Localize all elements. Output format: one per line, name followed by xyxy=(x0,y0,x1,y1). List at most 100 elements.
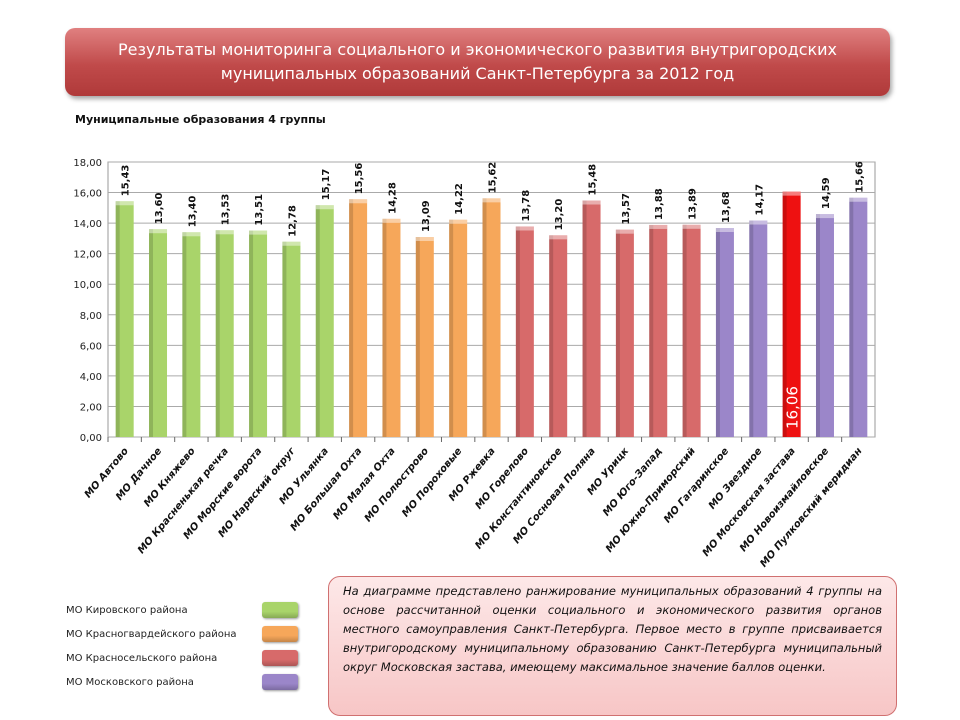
bar-cap xyxy=(415,237,434,242)
y-tick-label: 6,00 xyxy=(80,341,102,352)
bar-cap xyxy=(382,218,401,223)
y-tick-label: 18,00 xyxy=(73,158,102,169)
bar-shade xyxy=(749,220,754,437)
y-tick-label: 8,00 xyxy=(80,311,102,322)
bar xyxy=(415,237,434,437)
x-category-label: МО Полюстрово xyxy=(363,446,431,525)
bar-shade xyxy=(315,205,320,437)
bar xyxy=(582,200,601,437)
data-label: 15,56 xyxy=(354,163,365,195)
x-category-label: МО Малая Охта xyxy=(331,446,398,522)
y-tick-label: 2,00 xyxy=(80,402,102,413)
bar xyxy=(549,235,568,437)
bar-shade xyxy=(849,197,854,437)
note-box: На диаграмме представлено ранжирование м… xyxy=(328,576,897,716)
bar-shade xyxy=(782,191,787,437)
legend-label: МО Московского района xyxy=(66,676,194,688)
bar xyxy=(115,201,134,437)
bar xyxy=(515,226,534,437)
legend-label: МО Красносельского района xyxy=(66,652,218,664)
y-tick-label: 0,00 xyxy=(80,433,102,444)
bar xyxy=(382,218,401,437)
legend-swatch xyxy=(262,674,298,690)
bar-shade xyxy=(482,198,487,437)
data-label: 13,40 xyxy=(187,196,198,228)
bar-cap xyxy=(315,205,334,210)
bar-shade xyxy=(149,229,154,437)
bar-cap xyxy=(782,191,801,196)
bar-shade xyxy=(715,228,720,437)
bar-chart: 0,00 2,00 4,00 6,00 8,00 10,00 12,00 14,00 16,00… xyxy=(73,158,876,570)
bar-cap xyxy=(649,224,668,229)
data-label: 16,06 xyxy=(784,386,802,429)
bar-cap xyxy=(115,201,134,206)
bar-cap xyxy=(515,226,534,231)
legend: МО Кировского района МО Красногвардейског… xyxy=(66,598,298,694)
bar-shade xyxy=(615,229,620,437)
legend-item: МО Красносельского района xyxy=(66,646,298,670)
bar xyxy=(215,230,234,437)
y-tick-label: 12,00 xyxy=(73,250,102,261)
y-tick-label: 14,00 xyxy=(73,219,102,230)
bar-cap xyxy=(149,229,168,234)
data-label: 13,60 xyxy=(154,193,165,225)
bar-cap xyxy=(182,232,201,237)
bar-shade xyxy=(215,230,220,437)
bar xyxy=(182,232,201,437)
data-label: 13,20 xyxy=(554,199,565,231)
bar-cap xyxy=(482,198,501,203)
bar-cap xyxy=(682,224,701,229)
bar-cap xyxy=(549,235,568,240)
bar xyxy=(782,191,801,437)
bar-cap xyxy=(815,214,834,219)
bar xyxy=(615,229,634,437)
chart-subtitle: Муниципальные образования 4 группы xyxy=(75,113,326,126)
data-label: 13,09 xyxy=(421,200,432,232)
bar-shade xyxy=(515,226,520,437)
data-label: 14,59 xyxy=(821,177,832,209)
bar-shade xyxy=(415,237,420,437)
bar xyxy=(682,224,701,437)
y-tick-label: 10,00 xyxy=(73,280,102,291)
bar xyxy=(482,198,501,437)
data-label: 13,57 xyxy=(621,193,632,225)
bar xyxy=(849,197,868,437)
bar-shade xyxy=(249,230,254,437)
bar-shade xyxy=(282,241,287,437)
data-label: 13,53 xyxy=(221,194,232,226)
legend-item: МО Красногвардейского района xyxy=(66,622,298,646)
title-line-2: муниципальных образований Санкт-Петербур… xyxy=(220,64,735,83)
bar-shade xyxy=(649,224,654,437)
legend-item: МО Кировского района xyxy=(66,598,298,622)
bar xyxy=(149,229,168,437)
data-label: 14,28 xyxy=(387,182,398,214)
bar-cap xyxy=(615,229,634,234)
bar xyxy=(315,205,334,437)
legend-swatch xyxy=(262,650,298,666)
bar-cap xyxy=(582,200,601,205)
data-label: 13,88 xyxy=(654,188,665,220)
bar-cap xyxy=(849,197,868,202)
bar-shade xyxy=(582,200,587,437)
legend-swatch xyxy=(262,602,298,618)
data-label: 12,78 xyxy=(287,205,298,237)
bar-shade xyxy=(815,214,820,437)
bar xyxy=(282,241,301,437)
bar-cap xyxy=(349,199,368,204)
bar-cap xyxy=(249,230,268,235)
data-label: 15,43 xyxy=(121,165,132,197)
data-label: 15,62 xyxy=(488,162,499,194)
bar xyxy=(449,219,468,437)
bar xyxy=(249,230,268,437)
bar-cap xyxy=(715,228,734,232)
bar-cap xyxy=(749,220,768,225)
bar-cap xyxy=(449,219,468,224)
legend-label: МО Красногвардейского района xyxy=(66,628,237,640)
bar-shade xyxy=(449,219,454,437)
bar xyxy=(715,228,734,437)
title-banner: Результаты мониторинга социального и эко… xyxy=(65,28,890,96)
y-tick-label: 16,00 xyxy=(73,189,102,200)
x-category-label: МО Юго-Запад xyxy=(601,446,664,519)
legend-label: МО Кировского района xyxy=(66,604,188,616)
data-label: 14,17 xyxy=(754,184,765,216)
